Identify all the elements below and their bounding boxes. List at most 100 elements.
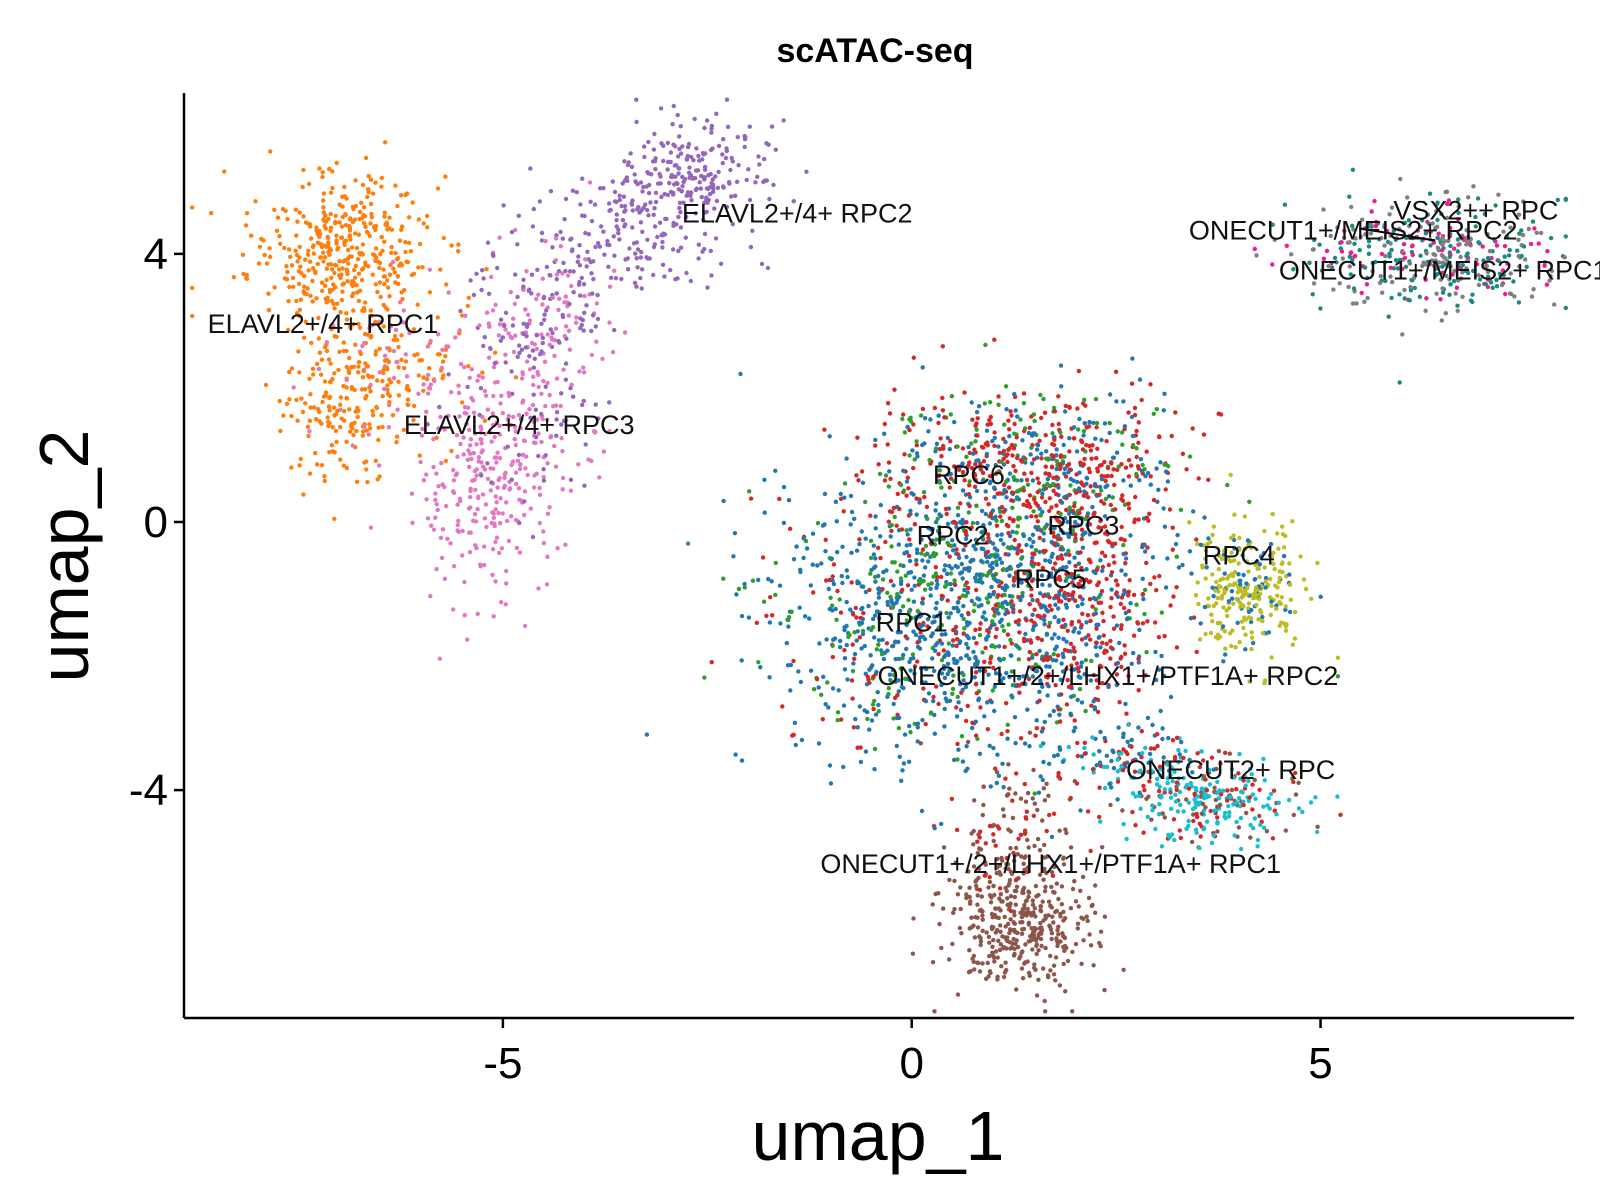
scatter-point	[826, 705, 831, 710]
scatter-point	[530, 348, 536, 353]
scatter-point	[1086, 466, 1092, 471]
scatter-point	[539, 411, 544, 417]
scatter-point	[1023, 631, 1028, 637]
scatter-point	[334, 160, 339, 166]
scatter-point	[683, 235, 688, 240]
scatter-point	[457, 496, 463, 501]
scatter-point	[1109, 460, 1114, 465]
scatter-point	[963, 536, 969, 542]
scatter-point	[999, 518, 1005, 524]
scatter-point	[1212, 808, 1217, 813]
scatter-point	[1228, 472, 1233, 478]
scatter-point	[614, 199, 619, 205]
scatter-point	[291, 385, 296, 390]
scatter-point	[978, 705, 983, 710]
scatter-point	[622, 330, 628, 335]
scatter-point	[480, 448, 485, 453]
scatter-point	[1262, 528, 1267, 534]
scatter-point	[482, 388, 488, 394]
scatter-point	[928, 541, 934, 546]
scatter-point	[1080, 611, 1085, 616]
scatter-point	[943, 653, 948, 658]
scatter-point	[973, 462, 978, 467]
scatter-point	[759, 261, 765, 267]
scatter-point	[1061, 909, 1066, 915]
scatter-point	[1079, 700, 1085, 705]
scatter-point	[493, 494, 498, 499]
scatter-point	[467, 530, 472, 535]
scatter-point	[961, 631, 966, 636]
scatter-point	[373, 319, 378, 325]
scatter-point	[710, 182, 716, 187]
scatter-point	[322, 213, 328, 218]
scatter-point	[979, 444, 985, 450]
scatter-point	[256, 261, 262, 266]
scatter-point	[965, 739, 971, 745]
scatter-point	[1012, 431, 1017, 436]
scatter-point	[244, 211, 250, 216]
scatter-point	[382, 274, 387, 279]
scatter-point	[1082, 421, 1087, 426]
scatter-point	[914, 547, 920, 552]
scatter-point	[860, 605, 865, 611]
scatter-point	[490, 572, 495, 578]
scatter-point	[582, 483, 587, 488]
scatter-point	[1058, 677, 1063, 682]
scatter-point	[1051, 920, 1056, 925]
scatter-point	[528, 415, 533, 420]
scatter-point	[1227, 605, 1232, 611]
scatter-point	[359, 200, 364, 205]
scatter-point	[583, 230, 588, 236]
scatter-point	[392, 270, 397, 275]
scatter-point	[1054, 936, 1059, 941]
scatter-point	[1100, 568, 1105, 573]
scatter-point	[531, 419, 537, 425]
scatter-point	[951, 656, 957, 662]
scatter-point	[1006, 418, 1011, 423]
scatter-point	[401, 427, 407, 433]
scatter-point	[379, 413, 384, 418]
scatter-point	[482, 467, 488, 472]
scatter-point	[1040, 684, 1045, 689]
scatter-point	[1168, 795, 1174, 800]
scatter-point	[614, 218, 619, 223]
scatter-point	[529, 272, 535, 277]
scatter-point	[493, 579, 498, 584]
scatter-point	[985, 600, 991, 605]
scatter-point	[563, 324, 569, 329]
scatter-point	[314, 462, 320, 467]
scatter-point	[1001, 974, 1007, 980]
scatter-point	[1033, 501, 1038, 506]
scatter-point	[478, 430, 484, 435]
scatter-point	[1121, 551, 1126, 557]
scatter-point	[933, 565, 938, 570]
scatter-point	[992, 708, 997, 714]
scatter-point	[865, 674, 870, 679]
scatter-point	[435, 507, 440, 513]
scatter-point	[942, 706, 947, 712]
scatter-point	[748, 244, 754, 250]
scatter-point	[311, 372, 316, 377]
scatter-point	[526, 312, 531, 317]
scatter-point	[346, 368, 351, 373]
scatter-point	[644, 732, 650, 737]
scatter-point	[1218, 584, 1223, 590]
scatter-point	[700, 249, 705, 254]
scatter-point	[354, 245, 360, 251]
scatter-point	[436, 426, 441, 431]
scatter-point	[651, 212, 656, 217]
scatter-point	[407, 330, 412, 336]
scatter-point	[289, 413, 294, 419]
scatter-point	[1009, 693, 1014, 698]
scatter-point	[356, 321, 361, 327]
scatter-point	[881, 656, 887, 662]
scatter-point	[395, 273, 401, 279]
scatter-point	[1197, 637, 1203, 642]
scatter-point	[920, 558, 925, 563]
scatter-point	[850, 696, 855, 701]
scatter-point	[852, 651, 858, 657]
scatter-point	[904, 618, 910, 623]
scatter-point	[1087, 469, 1093, 475]
scatter-point	[1218, 577, 1223, 583]
scatter-point	[1112, 560, 1117, 565]
